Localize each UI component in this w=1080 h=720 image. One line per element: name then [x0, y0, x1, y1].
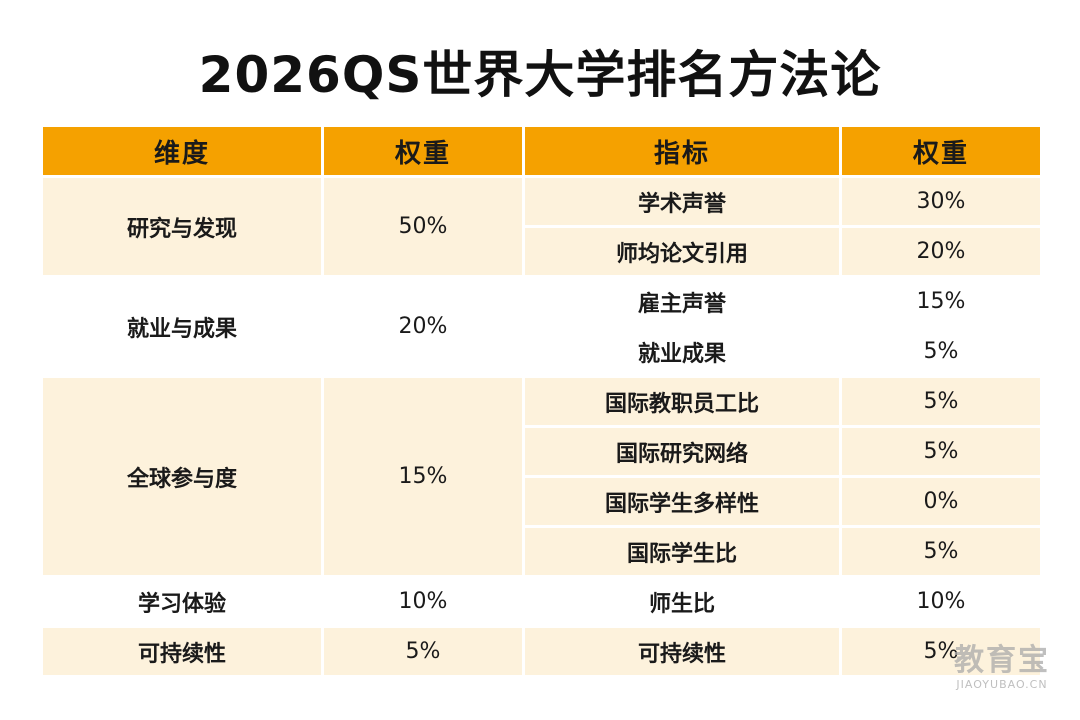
header-indicator-weight: 权重: [842, 127, 1040, 175]
table-row: 国际学生比 5%: [43, 528, 1040, 575]
dimension-weight-cell: 50%: [324, 178, 522, 275]
indicator-weight-cell: 5%: [842, 528, 1040, 575]
indicator-cell: 国际学生比: [525, 528, 839, 575]
dimension-weight-cell: 5%: [324, 628, 522, 675]
dimension-cell: 就业与成果: [43, 278, 321, 375]
indicator-weight-cell: 5%: [842, 378, 1040, 425]
table-row: 就业与成果 20% 雇主声誉 15%: [43, 278, 1040, 375]
methodology-table: 维度 权重 指标 权重 研究与发现 50% 学术声誉 30% 师均论文引用 20…: [40, 124, 1043, 678]
dimension-cell: 学习体验: [43, 578, 321, 625]
indicator-cell: 学术声誉: [525, 178, 839, 225]
dimension-cell: 全球参与度: [43, 378, 321, 575]
header-indicator: 指标: [525, 127, 839, 175]
table-header-row: 维度 权重 指标 权重: [43, 127, 1040, 175]
dimension-cell: 研究与发现: [43, 178, 321, 275]
table-row: 就业成果 5%: [43, 328, 1040, 375]
indicator-weight-cell: 5%: [842, 328, 1040, 375]
table-row: 国际学生多样性 0%: [43, 478, 1040, 525]
table-row: 师均论文引用 20%: [43, 228, 1040, 275]
watermark-sub-text: JIAOYUBAO.CN: [956, 678, 1048, 691]
dimension-weight-cell: 20%: [324, 278, 522, 375]
watermark-main-text: 教育宝: [954, 643, 1050, 678]
indicator-weight-cell: 20%: [842, 228, 1040, 275]
indicator-cell: 师均论文引用: [525, 228, 839, 275]
table-row: 学习体验 10% 师生比 10%: [43, 578, 1040, 625]
page-title: 2026QS世界大学排名方法论: [198, 46, 882, 104]
watermark-logo: 教育宝 JIAOYUBAO.CN: [954, 644, 1050, 692]
dimension-weight-cell: 10%: [324, 578, 522, 625]
indicator-cell: 雇主声誉: [525, 278, 839, 325]
indicator-weight-cell: 5%: [842, 428, 1040, 475]
table-row: 全球参与度 15% 国际教职员工比 5%: [43, 378, 1040, 575]
indicator-cell: 师生比: [525, 578, 839, 625]
indicator-cell: 国际学生多样性: [525, 478, 839, 525]
table-row: 研究与发现 50% 学术声誉 30%: [43, 178, 1040, 275]
indicator-cell: 就业成果: [525, 328, 839, 375]
indicator-weight-cell: 0%: [842, 478, 1040, 525]
dimension-weight-cell: 15%: [324, 378, 522, 575]
indicator-weight-cell: 5%: [842, 628, 1040, 675]
table-row: 国际研究网络 5%: [43, 428, 1040, 475]
table-row: 可持续性 5% 可持续性 5%: [43, 628, 1040, 675]
indicator-weight-cell: 15%: [842, 278, 1040, 325]
dimension-cell: 可持续性: [43, 628, 321, 675]
header-dimension-weight: 权重: [324, 127, 522, 175]
indicator-weight-cell: 10%: [842, 578, 1040, 625]
indicator-weight-cell: 30%: [842, 178, 1040, 225]
header-dimension: 维度: [43, 127, 321, 175]
indicator-cell: 国际教职员工比: [525, 378, 839, 425]
indicator-cell: 可持续性: [525, 628, 839, 675]
indicator-cell: 国际研究网络: [525, 428, 839, 475]
